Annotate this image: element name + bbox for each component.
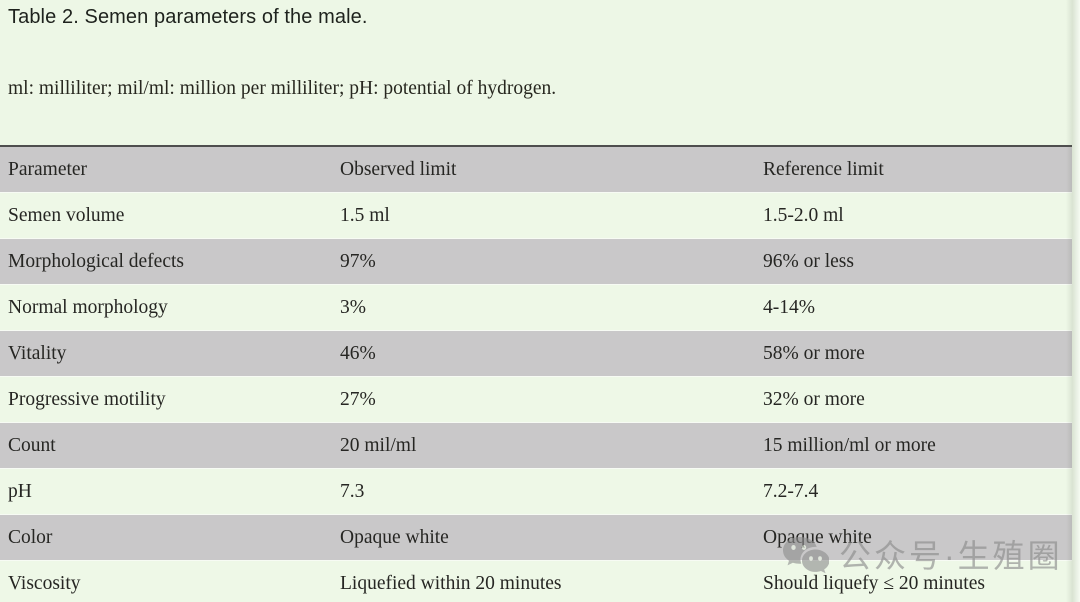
table-row: pH 7.3 7.2-7.4 xyxy=(0,468,1072,515)
column-header-parameter: Parameter xyxy=(8,158,88,180)
cell-reference: 4-14% xyxy=(763,296,815,318)
page-title: Table 2. Semen parameters of the male. xyxy=(8,6,368,28)
cell-observed: Opaque white xyxy=(340,526,449,548)
table-row: Morphological defects 97% 96% or less xyxy=(0,238,1072,285)
cell-observed: Liquefied within 20 minutes xyxy=(340,572,562,594)
table-row: Semen volume 1.5 ml 1.5-2.0 ml xyxy=(0,192,1072,239)
cell-parameter: Count xyxy=(8,434,56,456)
table-row: Color Opaque white Opaque white xyxy=(0,514,1072,561)
header-row: Parameter Observed limit Reference limit xyxy=(0,146,1072,193)
cell-reference: 96% or less xyxy=(763,250,854,272)
cell-reference: 58% or more xyxy=(763,342,865,364)
cell-parameter: Morphological defects xyxy=(8,250,184,272)
column-header-observed-limit: Observed limit xyxy=(340,158,457,180)
abbreviation-note: ml: milliliter; mil/ml: million per mill… xyxy=(8,78,557,99)
cell-parameter: pH xyxy=(8,480,32,502)
table-row: Viscosity Liquefied within 20 minutes Shou… xyxy=(0,560,1072,602)
cell-observed: 3% xyxy=(340,296,366,318)
cell-reference: 1.5-2.0 ml xyxy=(763,204,844,226)
semen-parameters-table: Parameter Observed limit Reference limit… xyxy=(0,145,1072,602)
table-row: Normal morphology 3% 4-14% xyxy=(0,284,1072,331)
cell-observed: 1.5 ml xyxy=(340,204,390,226)
cell-parameter: Viscosity xyxy=(8,572,81,594)
table-row: Progressive motility 27% 32% or more xyxy=(0,376,1072,423)
cell-observed: 7.3 xyxy=(340,480,365,502)
cell-observed: 20 mil/ml xyxy=(340,434,417,456)
column-header-reference-limit: Reference limit xyxy=(763,158,884,180)
cell-reference: Should liquefy ≤ 20 minutes xyxy=(763,572,985,594)
cell-parameter: Vitality xyxy=(8,342,67,364)
cell-reference: 7.2-7.4 xyxy=(763,480,819,502)
table-body: Semen volume 1.5 ml 1.5-2.0 ml Morphologica… xyxy=(0,192,1072,602)
cell-parameter: Color xyxy=(8,526,53,548)
cell-observed: 27% xyxy=(340,388,376,410)
cell-parameter: Semen volume xyxy=(8,204,125,226)
cell-reference: Opaque white xyxy=(763,526,872,548)
cell-parameter: Progressive motility xyxy=(8,388,166,410)
cell-observed: 46% xyxy=(340,342,376,364)
cell-parameter: Normal morphology xyxy=(8,296,168,318)
table-header: Parameter Observed limit Reference limit xyxy=(0,146,1072,193)
cell-reference: 15 million/ml or more xyxy=(763,434,936,456)
cell-reference: 32% or more xyxy=(763,388,865,410)
table-row: Count 20 mil/ml 15 million/ml or more xyxy=(0,422,1072,469)
cell-observed: 97% xyxy=(340,250,376,272)
table-row: Vitality 46% 58% or more xyxy=(0,330,1072,377)
